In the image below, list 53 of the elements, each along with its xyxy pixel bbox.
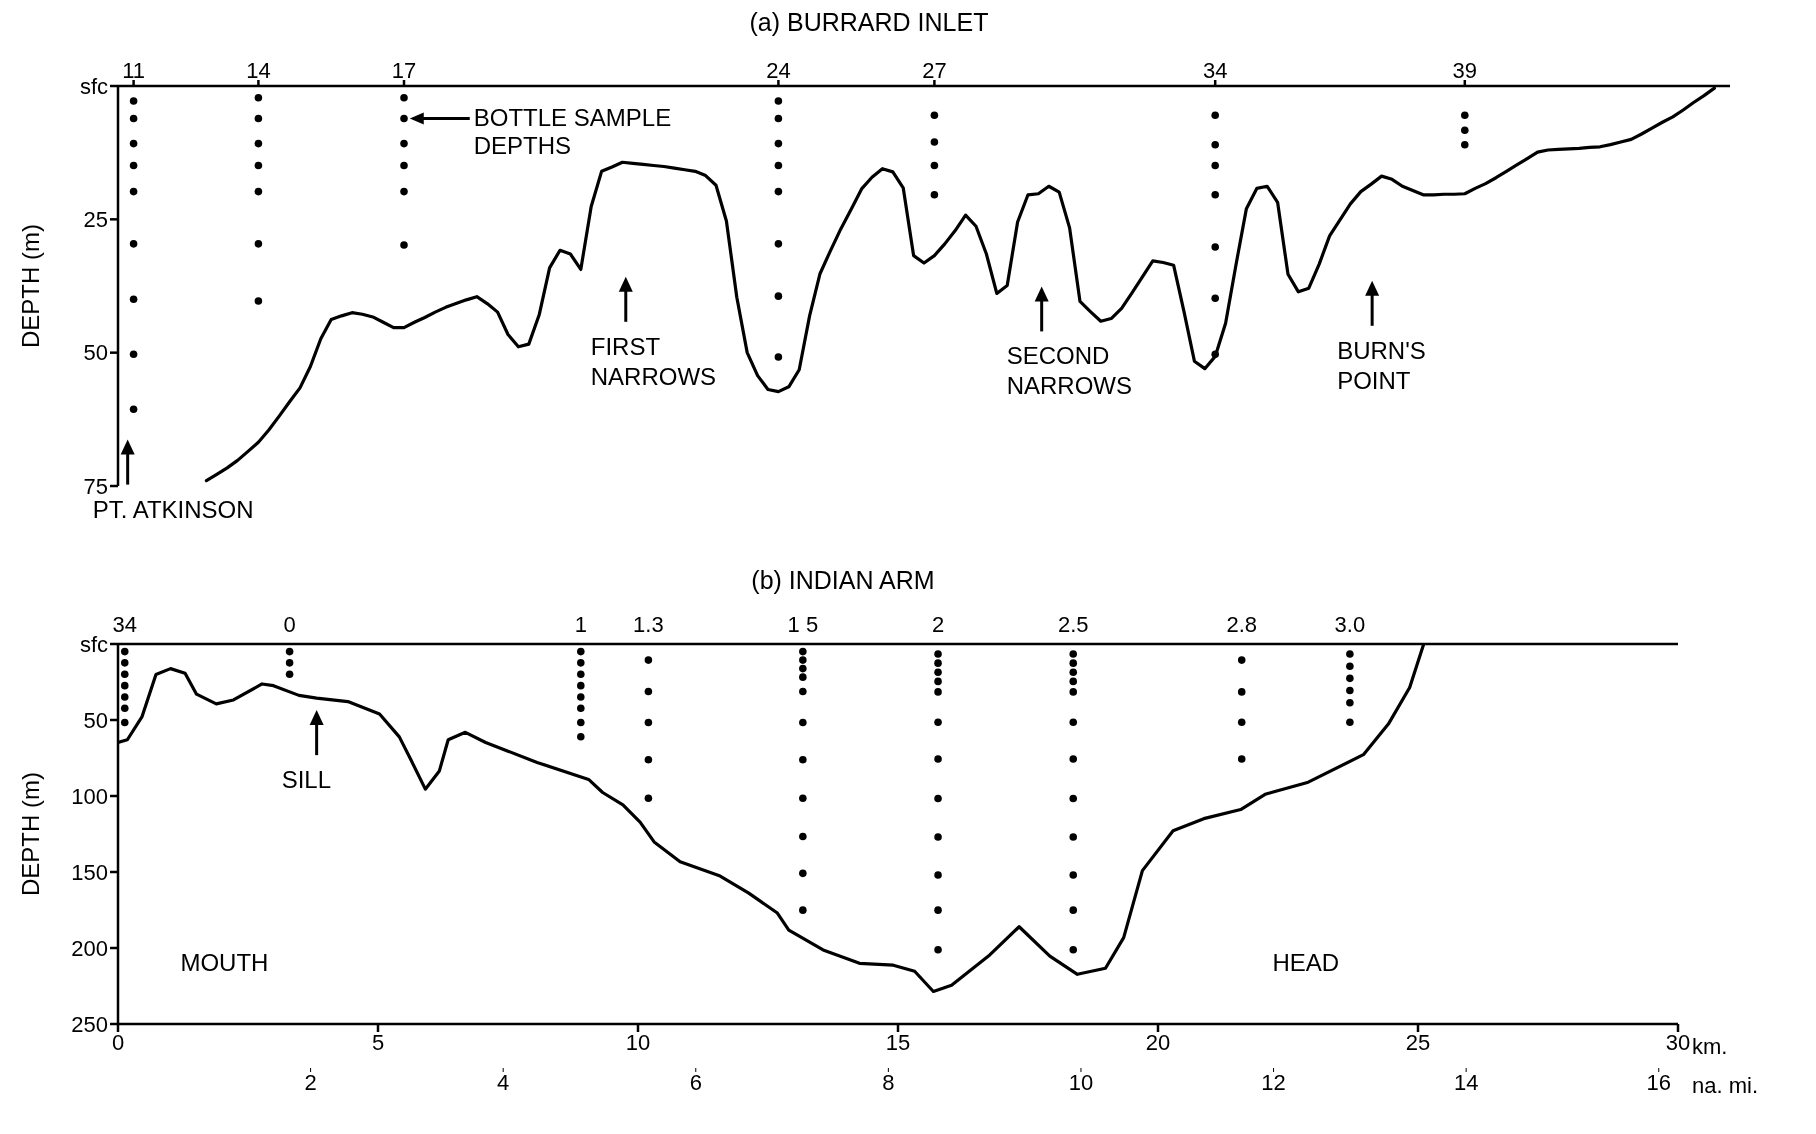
x-tick-label: 34: [1202, 58, 1228, 83]
text: 34: [112, 612, 137, 637]
text: 0: [283, 612, 296, 637]
x-tick-label: 10: [625, 1029, 651, 1055]
y-tick-label: 50: [83, 340, 108, 366]
chart-title: (a) BURRARD INLET: [748, 8, 990, 36]
x-tick-label: 14: [246, 58, 271, 83]
annotation: BURN'S POINT: [1337, 336, 1426, 394]
y-tick-label: 150: [71, 859, 108, 885]
x-tick-label: 39: [1452, 58, 1478, 83]
annotation: SECOND NARROWS: [1006, 342, 1133, 400]
text: 2.5: [1057, 612, 1089, 637]
x2-axis-title: na. mi.: [1692, 1072, 1759, 1098]
x2-tick-label: 12: [1261, 1069, 1286, 1095]
x2-tick-label: 10: [1068, 1069, 1094, 1095]
text: 2: [931, 612, 945, 637]
text: 3.0: [1334, 612, 1366, 637]
x-tick-label: 24: [766, 58, 791, 83]
x-tick-label: 25: [1405, 1029, 1431, 1055]
y-tick-label: 100: [71, 783, 108, 809]
y-tick-label: 250: [71, 1011, 108, 1037]
text: 2.8: [1226, 612, 1258, 637]
x-tick-label: 11: [122, 58, 146, 83]
annotation: BOTTLE SAMPLE DEPTHS: [473, 104, 672, 160]
y-tick-label: 200: [71, 935, 108, 961]
text: 1: [574, 612, 587, 637]
annotation: SILL: [281, 766, 332, 794]
y-tick-label: 25: [83, 207, 108, 233]
annotation: MOUTH: [180, 948, 269, 976]
x2-tick-label: 4: [497, 1069, 510, 1095]
y-axis-title: DEPTH (m): [16, 224, 44, 348]
y-tick-label: sfc: [79, 73, 108, 99]
x2-tick-label: 16: [1646, 1069, 1671, 1095]
x-tick-label: 20: [1145, 1029, 1171, 1055]
y-axis-title: DEPTH (m): [16, 772, 44, 896]
chart-title: (b) INDIAN ARM: [750, 566, 936, 594]
x-tick-label: 17: [391, 58, 417, 83]
x2-tick-label: 8: [882, 1069, 895, 1095]
text: 1 5: [787, 612, 819, 637]
text: 1.3: [633, 612, 664, 637]
x-tick-label: 30: [1665, 1029, 1691, 1055]
x-axis-title: km.: [1692, 1033, 1728, 1059]
x-tick-label: 15: [885, 1029, 911, 1055]
x2-tick-label: 2: [304, 1069, 317, 1095]
x2-tick-label: 6: [689, 1069, 702, 1095]
x2-tick-label: 14: [1453, 1069, 1479, 1095]
y-tick-label: sfc: [79, 631, 108, 657]
x-tick-label: 0: [111, 1029, 125, 1055]
x-tick-label: 5: [371, 1029, 385, 1055]
y-tick-label: 50: [83, 707, 108, 733]
x-tick-label: 27: [922, 58, 947, 83]
annotation: HEAD: [1272, 948, 1340, 976]
annotation: FIRST NARROWS: [590, 332, 717, 390]
